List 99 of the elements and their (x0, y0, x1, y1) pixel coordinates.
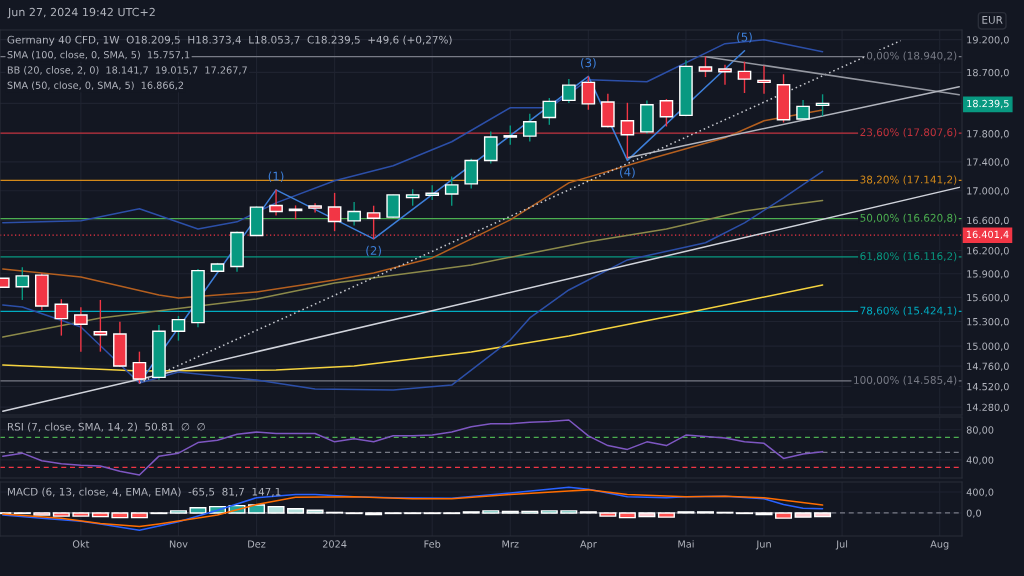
candlestick (54, 298, 69, 337)
bar (267, 505, 285, 514)
y-tick-label: 15.600,0 (967, 293, 1009, 303)
bar (33, 512, 51, 516)
annotation: BB (20, close, 2, 0) 18.141,7 19.015,7 17.267,7 (7, 66, 247, 75)
candlestick (737, 61, 752, 94)
bar (657, 512, 675, 518)
annotation: SMA (100, close, 0, SMA, 5) 15.757,1 (7, 50, 190, 60)
candlestick (620, 102, 635, 159)
candlestick (444, 175, 459, 207)
candlestick (132, 350, 147, 385)
y-tick-label: 80,00 (966, 426, 994, 435)
bar (111, 512, 129, 519)
y-tick-label: 18.700,0 (967, 68, 1009, 78)
candlestick (171, 315, 186, 342)
bar (248, 504, 266, 514)
annotation: (3) (581, 58, 596, 69)
x-tick-label: Jun (755, 540, 771, 550)
x-tick-label: Apr (580, 540, 597, 550)
y-tick-label: 17.400,0 (967, 158, 1009, 167)
candlestick (464, 158, 479, 190)
x-tick-label: Mai (678, 540, 694, 548)
y-tick-label: 15.900,0 (967, 270, 1009, 279)
annotation: (1) (268, 171, 284, 183)
y-tick-label: 14.520,0 (967, 382, 1009, 392)
bar (775, 512, 793, 519)
annotation: SMA (50, close, 0, SMA, 5) 16.866,2 (7, 81, 184, 91)
bar (482, 510, 500, 514)
bar (638, 512, 656, 518)
x-tick-label: Feb (424, 540, 441, 548)
candlestick (15, 266, 30, 301)
x-tick-label: Okt (72, 540, 90, 548)
y-tick-label: 15.300,0 (967, 317, 1009, 327)
bar (306, 509, 324, 514)
x-tick-label: Jul (835, 540, 848, 550)
y-tick-label: 400,0 (966, 488, 994, 497)
candlestick (542, 97, 557, 126)
ref-line-label: 50,00% (16.620,8) (860, 213, 957, 223)
bar (91, 512, 109, 518)
candlestick (327, 192, 342, 232)
y-tick-label: 14.280,0 (967, 403, 1009, 412)
x-tick-label: Mrz (502, 540, 519, 548)
y-tick-label: 14.760,0 (967, 362, 1009, 371)
ref-line-label: 23,60% (17.807,6) (860, 128, 957, 138)
y-tick-label: 15.000,0 (967, 342, 1009, 351)
candlestick (562, 78, 576, 104)
y-axis-title: EUR (982, 16, 1003, 24)
candlestick (581, 75, 596, 111)
candlestick (522, 113, 537, 143)
candlestick (93, 299, 108, 353)
ref-line-label: 0,00% (18.940,2) (866, 51, 957, 61)
x-tick-label: Aug (930, 540, 949, 550)
bar (72, 512, 90, 517)
x-tick-label: 2024 (322, 540, 347, 548)
bar (287, 508, 305, 514)
ref-line-label: 61,80% (16.116,2) (860, 251, 957, 262)
text: Germany 40 CFD, 1W O18.209,5 H18.373,4 L18.053,7 C18.239,5 +49,6 (+0,27%) (7, 35, 452, 46)
y-tick-label: 19.200,0 (967, 36, 1009, 45)
candlestick (659, 98, 674, 128)
ref-line-label: 78,60% (15.424,1) (860, 306, 957, 316)
bar (169, 510, 187, 514)
candlestick (483, 130, 498, 165)
chart-title: RSI (7, close, SMA, 14, 2) 50.81 ∅ ∅ (7, 422, 205, 432)
annotation: (5) (737, 32, 752, 43)
ref-line-label: 100,00% (14.585,4) (854, 375, 957, 386)
x-tick-label: Dez (248, 540, 266, 548)
y-tick-label: 18.239,5 (967, 99, 1009, 109)
line-series (2, 109, 824, 299)
bar (52, 512, 70, 517)
x-tick-label: Nov (169, 540, 188, 548)
chart-title: MACD (6, 13, close, 4, EMA, EMA) -65,5 81,7 147,1 (7, 487, 281, 497)
annotation: (4) (620, 167, 635, 178)
candlestick (74, 306, 88, 353)
chart-subtitle: Jun 27, 2024 19:42 UTC+2 (7, 7, 155, 19)
ref-line-label: 16.401,4 (966, 230, 1009, 240)
y-tick-label: 16.200,0 (967, 247, 1009, 256)
bar (599, 512, 617, 517)
candlestick (718, 63, 732, 86)
candlestick (698, 55, 713, 78)
line-series (2, 199, 824, 338)
annotation: (2) (366, 245, 381, 257)
bar (540, 510, 558, 514)
ref-line-label: 38,20% (17.141,2) (860, 175, 957, 185)
y-tick-label: 16.600,0 (967, 216, 1009, 226)
bar (189, 506, 207, 514)
bar (618, 512, 636, 519)
y-tick-label: 17.000,0 (967, 187, 1009, 196)
bar (814, 512, 832, 518)
line-series (2, 419, 824, 476)
y-tick-label: 0,0 (966, 509, 981, 518)
bar (130, 512, 148, 519)
candlestick (503, 124, 518, 146)
candlestick (757, 64, 771, 95)
y-tick-label: 40,00 (966, 456, 994, 465)
candlestick (347, 201, 361, 227)
bar (560, 510, 578, 514)
candlestick (269, 189, 283, 217)
y-tick-label: 17.800,0 (967, 130, 1009, 139)
bar (794, 512, 812, 518)
